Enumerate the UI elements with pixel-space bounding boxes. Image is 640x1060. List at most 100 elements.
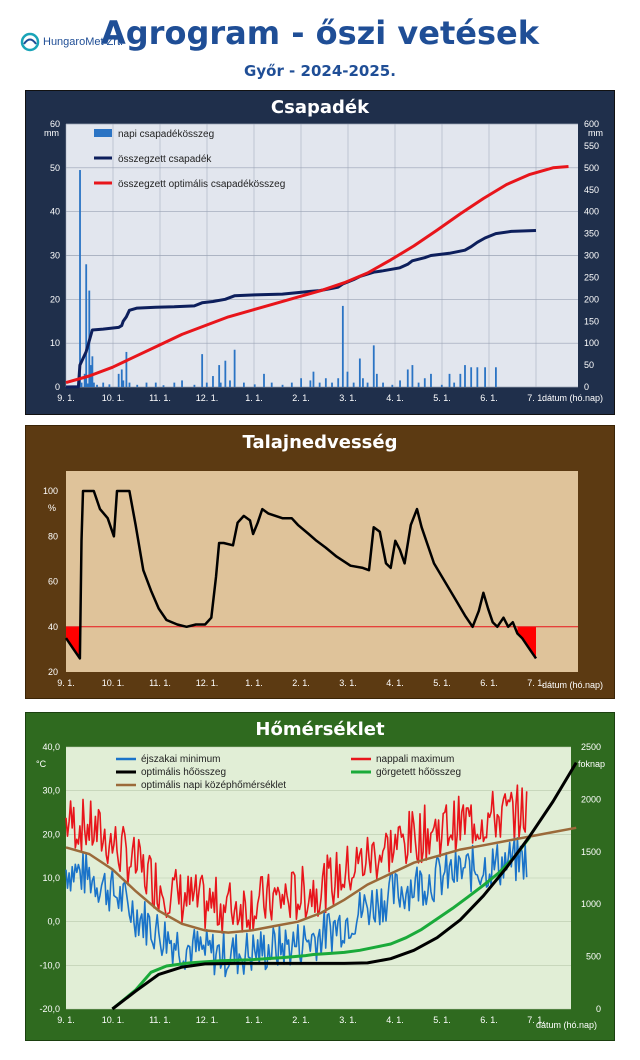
y-tick-label-right: 50 xyxy=(584,360,594,370)
precip-bar xyxy=(229,380,231,387)
precipitation-panel: Csapadék 0 10 20 30 40 50 60 0 50 100 150 200 250 300… xyxy=(25,90,615,415)
y-tick-label: 40 xyxy=(48,622,58,632)
y-tick-label-left: 20 xyxy=(50,294,60,304)
x-tick-label: 7. 1. xyxy=(527,393,545,403)
y-tick-label-left: -20,0 xyxy=(39,1004,60,1014)
precip-bar xyxy=(341,305,344,387)
precip-bar xyxy=(399,380,401,387)
precip-bar xyxy=(173,382,176,387)
legend-label-min: éjszakai minimum xyxy=(141,754,220,765)
precip-bar xyxy=(495,367,497,387)
precip-bar xyxy=(193,384,196,387)
precip-bar xyxy=(290,382,293,387)
y-tick-label-right: 100 xyxy=(584,338,599,348)
y-tick-label-left: 0 xyxy=(55,382,60,392)
precip-bar xyxy=(145,382,148,387)
legend-label-opt-sum: optimális hőösszeg xyxy=(141,767,226,778)
y-tick-label-right: 350 xyxy=(584,229,599,239)
legend-label-opt-mean: optimális napi középhőmérséklet xyxy=(141,780,286,791)
x-axis-label: dátum (hó.nap) xyxy=(542,393,603,403)
precip-bar xyxy=(430,373,432,387)
precip-bar xyxy=(117,373,120,387)
precip-bar xyxy=(122,380,125,387)
precip-bar xyxy=(86,383,89,387)
x-tick-label: 10. 1. xyxy=(102,393,125,403)
logo-text: HungaroMet Zrt. xyxy=(43,36,124,48)
page-title: Agrogram - őszi vetések xyxy=(101,14,539,52)
precip-bar xyxy=(205,382,208,387)
y-tick-label: 60 xyxy=(48,577,58,587)
x-tick-label: 3. 1. xyxy=(339,393,357,403)
soil-moisture-title: Talajnedvesség xyxy=(242,432,398,453)
precip-bar xyxy=(406,369,409,387)
temperature-chart: -20,0 -10,0 0,0 10,0 20,0 30,0 40,0 0 500 1000 150… xyxy=(36,742,605,1030)
precip-bar xyxy=(318,382,321,387)
y-tick-label-left: 40,0 xyxy=(42,742,60,752)
precip-bar xyxy=(324,378,327,387)
y-tick-label-right: 550 xyxy=(584,141,599,151)
max-temp-line xyxy=(65,784,528,934)
precip-bar xyxy=(411,365,414,387)
precip-bar xyxy=(417,382,420,387)
precip-bar xyxy=(263,373,265,387)
y-tick-label-left: 0,0 xyxy=(47,917,60,927)
x-tick-label: 9. 1. xyxy=(57,1015,75,1025)
x-tick-label: 7. 1. xyxy=(527,678,545,688)
precip-bar xyxy=(212,376,214,387)
precip-bar xyxy=(375,373,378,387)
left-axis-unit: °C xyxy=(36,759,47,769)
precip-bar xyxy=(423,378,426,387)
optimal-heat-sum-line xyxy=(111,761,578,1011)
precip-bar xyxy=(154,382,157,387)
precip-bar xyxy=(312,371,315,387)
legend-label-cumulative: összegzett csapadék xyxy=(118,154,212,165)
precip-bar xyxy=(382,382,384,387)
precip-bar xyxy=(162,385,165,387)
x-tick-label: 2. 1. xyxy=(292,678,310,688)
y-tick-label-left: 30 xyxy=(50,251,60,261)
y-tick-label-left: 50 xyxy=(50,163,60,173)
x-tick-label: 1. 1. xyxy=(245,678,263,688)
precip-bar xyxy=(440,384,443,387)
precip-bar xyxy=(448,373,451,387)
precip-bar xyxy=(80,382,83,387)
temperature-panel: Hőmérséklet -20,0 -10,0 0,0 10,0 20,0 30,0 40,… xyxy=(25,712,615,1041)
legend-label-rolling-sum: görgetett hőösszeg xyxy=(376,767,461,778)
x-tick-label: 5. 1. xyxy=(433,678,451,688)
precipitation-chart: 0102030405060050100150200250300350400450… xyxy=(44,119,603,403)
legend-label-daily: napi csapadékösszeg xyxy=(118,129,214,140)
legend-label-optimal: összegzett optimális csapadékösszeg xyxy=(118,179,285,190)
precip-bar xyxy=(331,382,333,387)
legend-label-max: nappali maximum xyxy=(376,754,454,765)
x-tick-label: 9. 1. xyxy=(57,678,75,688)
precip-bar xyxy=(372,345,375,387)
precip-bar xyxy=(270,382,273,387)
soil-moisture-plot-area xyxy=(66,471,578,672)
precip-bar xyxy=(391,384,394,387)
y-tick-label-right: 500 xyxy=(584,163,599,173)
x-tick-label: 7. 1. xyxy=(527,1015,545,1025)
rolling-heat-sum-line xyxy=(111,836,531,1011)
y-tick-label-right: 300 xyxy=(584,251,599,261)
optimal-mean-temp-line xyxy=(65,826,577,934)
y-tick-label-right: 2500 xyxy=(581,742,601,752)
x-tick-label: 2. 1. xyxy=(292,393,310,403)
x-tick-label: 4. 1. xyxy=(386,678,404,688)
y-tick-label-left: 30,0 xyxy=(42,786,60,796)
precip-bar xyxy=(464,365,466,387)
y-tick-label-left: 10 xyxy=(50,338,60,348)
precip-bar xyxy=(352,382,355,387)
x-tick-label: 4. 1. xyxy=(386,1015,404,1025)
precip-bar xyxy=(85,264,88,387)
x-tick-label: 4. 1. xyxy=(386,393,404,403)
x-tick-label: 12. 1. xyxy=(196,678,219,688)
x-tick-label: 12. 1. xyxy=(196,1015,219,1025)
y-tick-label: 100 xyxy=(43,486,58,496)
left-axis-unit: mm xyxy=(44,128,59,138)
precipitation-title: Csapadék xyxy=(270,97,370,118)
x-tick-label: 11. 1. xyxy=(149,393,171,403)
precip-bar xyxy=(136,384,139,387)
x-tick-label: 5. 1. xyxy=(433,1015,451,1025)
y-tick-label: 80 xyxy=(48,531,58,541)
precip-bar xyxy=(125,351,128,387)
